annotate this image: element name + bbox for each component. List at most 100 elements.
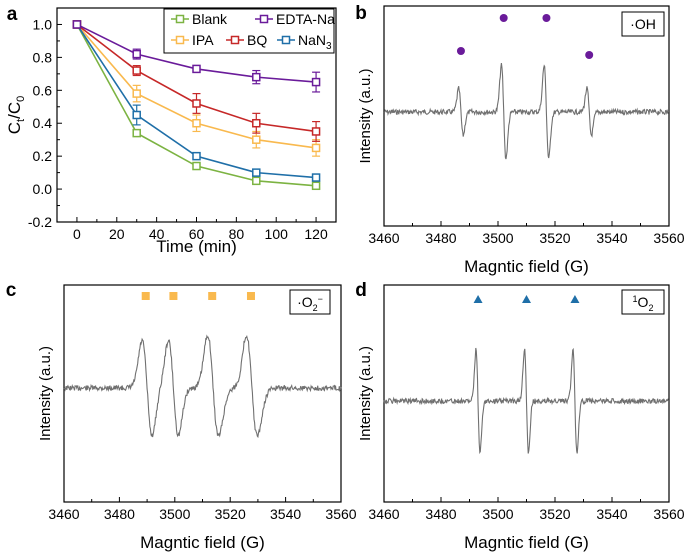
panel-label-c: c <box>6 280 17 301</box>
legend-item-ipa: IPA <box>171 32 214 48</box>
species-sub: 2 <box>648 303 653 313</box>
legend-label: BQ <box>247 32 267 48</box>
x-tick-label: 60 <box>189 226 205 242</box>
x-tick-label: 0 <box>73 226 81 242</box>
y-tick-label: 0.0 <box>33 181 53 197</box>
x-tick-label: 3480 <box>425 230 456 246</box>
y-label-sub-0: 0 <box>15 96 27 102</box>
data-point <box>72 20 82 29</box>
peak-marker <box>246 292 255 300</box>
peak-marker <box>585 51 594 59</box>
legend-label-text: NaN <box>298 32 326 48</box>
x-tick-label: 3480 <box>104 506 135 522</box>
panel-a: 0 20 40 60 80 100 120 -0.2 0.0 0.2 0.4 0.6 0.8 1.0 Tim… <box>5 4 337 256</box>
data-point <box>192 99 201 108</box>
y-axis-label: Intensity (a.u.) <box>357 346 374 441</box>
y-tick-label: 0.2 <box>33 148 53 164</box>
data-point <box>132 128 141 138</box>
legend-label-text: BQ <box>247 32 267 48</box>
panel-label-a: a <box>7 4 18 25</box>
species-main: ·O <box>297 294 313 310</box>
x-tick-label: 3460 <box>48 506 79 522</box>
x-tick-label: 3560 <box>653 506 684 522</box>
data-point <box>311 173 321 182</box>
species-label: 1O2 <box>633 294 654 313</box>
y-tick-label: 1.0 <box>33 16 53 32</box>
data-point <box>192 161 201 171</box>
data-point <box>132 110 141 120</box>
data-point <box>192 118 201 128</box>
legend-label-text: IPA <box>192 32 214 48</box>
legend-label: IPA <box>192 32 214 48</box>
data-point <box>132 66 141 75</box>
x-axis-label: Magntic field (G) <box>464 533 589 552</box>
peak-marker <box>208 292 217 300</box>
panel-label-d: d <box>355 280 367 301</box>
species-main: O <box>638 294 649 310</box>
legend-label: EDTA-Na <box>276 11 335 27</box>
panel-d: 3460 3480 3500 3520 3540 3560 Magntic field (G… <box>355 280 684 552</box>
legend-swatch-marker <box>281 35 291 45</box>
y-label-slash: /C <box>5 102 24 119</box>
species-main: ·OH <box>630 16 656 32</box>
x-tick-label: 3480 <box>425 506 456 522</box>
legend-item-blank: Blank <box>171 11 228 27</box>
x-tick-label: 3540 <box>596 230 627 246</box>
plot-frame <box>63 284 342 503</box>
data-point <box>192 151 201 161</box>
series-ipa <box>72 20 321 157</box>
y-tick-label: 0.6 <box>33 82 53 98</box>
peak-marker <box>473 295 483 303</box>
species-label-box: ·OH <box>621 11 665 37</box>
species-label-box: 1O2 <box>621 289 665 315</box>
x-tick-label: 120 <box>304 226 328 242</box>
species-sup: − <box>318 294 323 304</box>
species-label: ·OH <box>630 16 656 32</box>
legend-label-text: Blank <box>192 11 228 27</box>
x-tick-label: 3520 <box>539 506 570 522</box>
data-point <box>252 118 261 128</box>
x-tick-label: 3560 <box>325 506 356 522</box>
legend-swatch-marker <box>175 35 185 45</box>
x-tick-label: 3500 <box>482 230 513 246</box>
species-label-box: ·O2− <box>289 289 331 315</box>
x-axis-label: Magntic field (G) <box>140 533 265 552</box>
legend-label-text: EDTA-Na <box>276 11 335 27</box>
y-tick-label: -0.2 <box>28 214 52 230</box>
series-blank <box>72 20 321 191</box>
spectrum-line <box>63 334 342 439</box>
peak-marker <box>499 14 508 22</box>
species-frame <box>621 11 665 37</box>
legend: Blank IPA NaN3 BQ EDTA-Na <box>163 8 335 54</box>
x-axis-label: Magntic field (G) <box>464 257 589 276</box>
data-point <box>311 143 321 153</box>
x-tick-label: 3520 <box>215 506 246 522</box>
x-tick-label: 3520 <box>539 230 570 246</box>
data-point <box>311 77 321 87</box>
peak-marker <box>141 292 150 300</box>
x-tick-label: 3460 <box>368 506 399 522</box>
species-label: ·O2− <box>297 294 323 313</box>
legend-swatch-marker <box>230 35 240 45</box>
legend-item-bq: BQ <box>226 32 267 48</box>
spectrum-line <box>383 347 670 455</box>
x-tick-label: 80 <box>229 226 245 242</box>
legend-item-nan: NaN3 <box>277 32 332 52</box>
panel-label-b: b <box>355 3 367 24</box>
y-axis-label: Ct/C0 <box>5 96 27 134</box>
data-point <box>311 181 321 191</box>
y-label-sub-t: t <box>15 119 27 122</box>
y-tick-label: 0.4 <box>33 115 53 131</box>
x-tick-label: 100 <box>265 226 289 242</box>
x-tick-label: 3560 <box>653 230 684 246</box>
panel-c: 3460 3480 3500 3520 3540 3560 Magntic field (G… <box>6 280 357 552</box>
y-axis-label: Intensity (a.u.) <box>37 346 54 441</box>
data-point <box>252 168 261 177</box>
legend-frame <box>163 8 335 54</box>
legend-swatch-marker <box>175 14 185 24</box>
legend-label: Blank <box>192 11 228 27</box>
x-tick-label: 40 <box>149 226 165 242</box>
data-point <box>252 176 261 186</box>
species-frame <box>289 289 331 315</box>
peak-marker <box>169 292 178 300</box>
